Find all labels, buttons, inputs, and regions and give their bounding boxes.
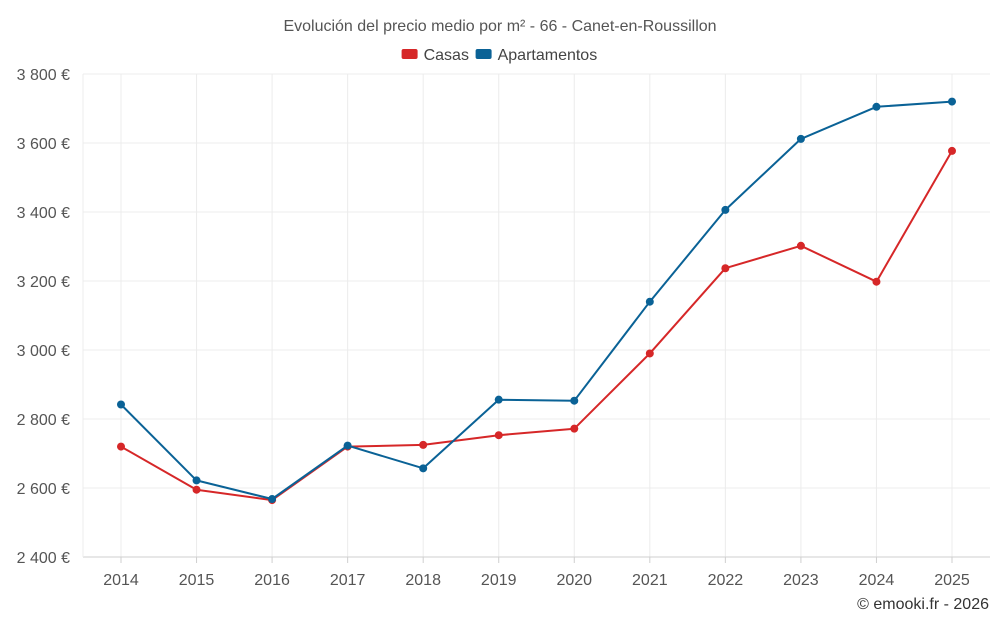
data-point-apartamentos-2021[interactable] [645, 297, 654, 306]
x-tick-label: 2021 [632, 572, 668, 589]
series-casas [117, 146, 956, 505]
data-point-casas-2023[interactable] [796, 241, 805, 250]
data-point-casas-2021[interactable] [645, 349, 654, 358]
y-tick-label: 2 400 € [17, 550, 70, 567]
data-point-casas-2025[interactable] [948, 146, 956, 155]
legend-label: Casas [424, 47, 469, 64]
x-tick-label: 2025 [934, 572, 970, 589]
series-line-apartamentos [120, 100, 953, 500]
data-point-apartamentos-2024[interactable] [872, 102, 881, 111]
series-apartamentos [117, 97, 956, 504]
x-tick-label: 2024 [859, 572, 895, 589]
legend: Casas Apartamentos [401, 47, 598, 64]
x-tick-label: 2020 [556, 572, 592, 589]
axes: 2 400 € 2 600 € 2 800 € 3 000 € 3 200 € 3 400… [17, 67, 990, 589]
legend-item-casas[interactable]: Casas [401, 47, 469, 64]
data-point-casas-2015[interactable] [192, 485, 201, 494]
x-tick-label: 2023 [783, 572, 819, 589]
data-point-casas-2020[interactable] [570, 424, 579, 433]
legend-swatch [401, 49, 418, 59]
data-point-apartamentos-2023[interactable] [796, 134, 805, 143]
x-tick-label: 2022 [708, 572, 744, 589]
data-point-casas-2018[interactable] [419, 440, 428, 449]
chart-title: Evolución del precio medio por m² - 66 -… [283, 18, 716, 35]
data-point-apartamentos-2016[interactable] [268, 495, 277, 504]
y-tick-label: 3 000 € [17, 343, 70, 360]
y-tick-label: 3 400 € [17, 205, 70, 222]
x-tick-label: 2017 [330, 572, 366, 589]
data-point-apartamentos-2020[interactable] [570, 396, 579, 405]
series-line-casas [120, 150, 953, 502]
data-point-apartamentos-2014[interactable] [117, 400, 125, 409]
data-point-apartamentos-2022[interactable] [721, 205, 730, 214]
y-tick-label: 2 800 € [17, 412, 70, 429]
data-point-casas-2019[interactable] [494, 431, 503, 440]
x-tick-label: 2016 [254, 572, 290, 589]
y-tick-label: 3 200 € [17, 274, 70, 291]
x-tick-label: 2015 [179, 572, 215, 589]
data-point-apartamentos-2015[interactable] [192, 476, 201, 485]
legend-swatch [475, 49, 492, 59]
legend-item-apartamentos[interactable]: Apartamentos [475, 47, 598, 64]
legend-label: Apartamentos [498, 47, 598, 64]
copyright-credit: © emooki.fr - 2026 [857, 596, 989, 613]
y-tick-label: 3 800 € [17, 67, 70, 84]
x-tick-label: 2019 [481, 572, 517, 589]
x-tick-label: 2014 [103, 572, 139, 589]
data-point-apartamentos-2017[interactable] [343, 441, 352, 450]
series-layer [117, 97, 956, 505]
data-point-casas-2024[interactable] [872, 277, 881, 286]
data-point-casas-2014[interactable] [117, 442, 125, 451]
data-point-casas-2022[interactable] [721, 264, 730, 273]
y-tick-label: 3 600 € [17, 136, 70, 153]
data-point-apartamentos-2025[interactable] [948, 97, 956, 106]
data-point-apartamentos-2019[interactable] [494, 395, 503, 404]
grid [83, 73, 990, 557]
data-point-apartamentos-2018[interactable] [419, 464, 428, 473]
x-tick-label: 2018 [405, 572, 441, 589]
y-tick-label: 2 600 € [17, 481, 70, 498]
